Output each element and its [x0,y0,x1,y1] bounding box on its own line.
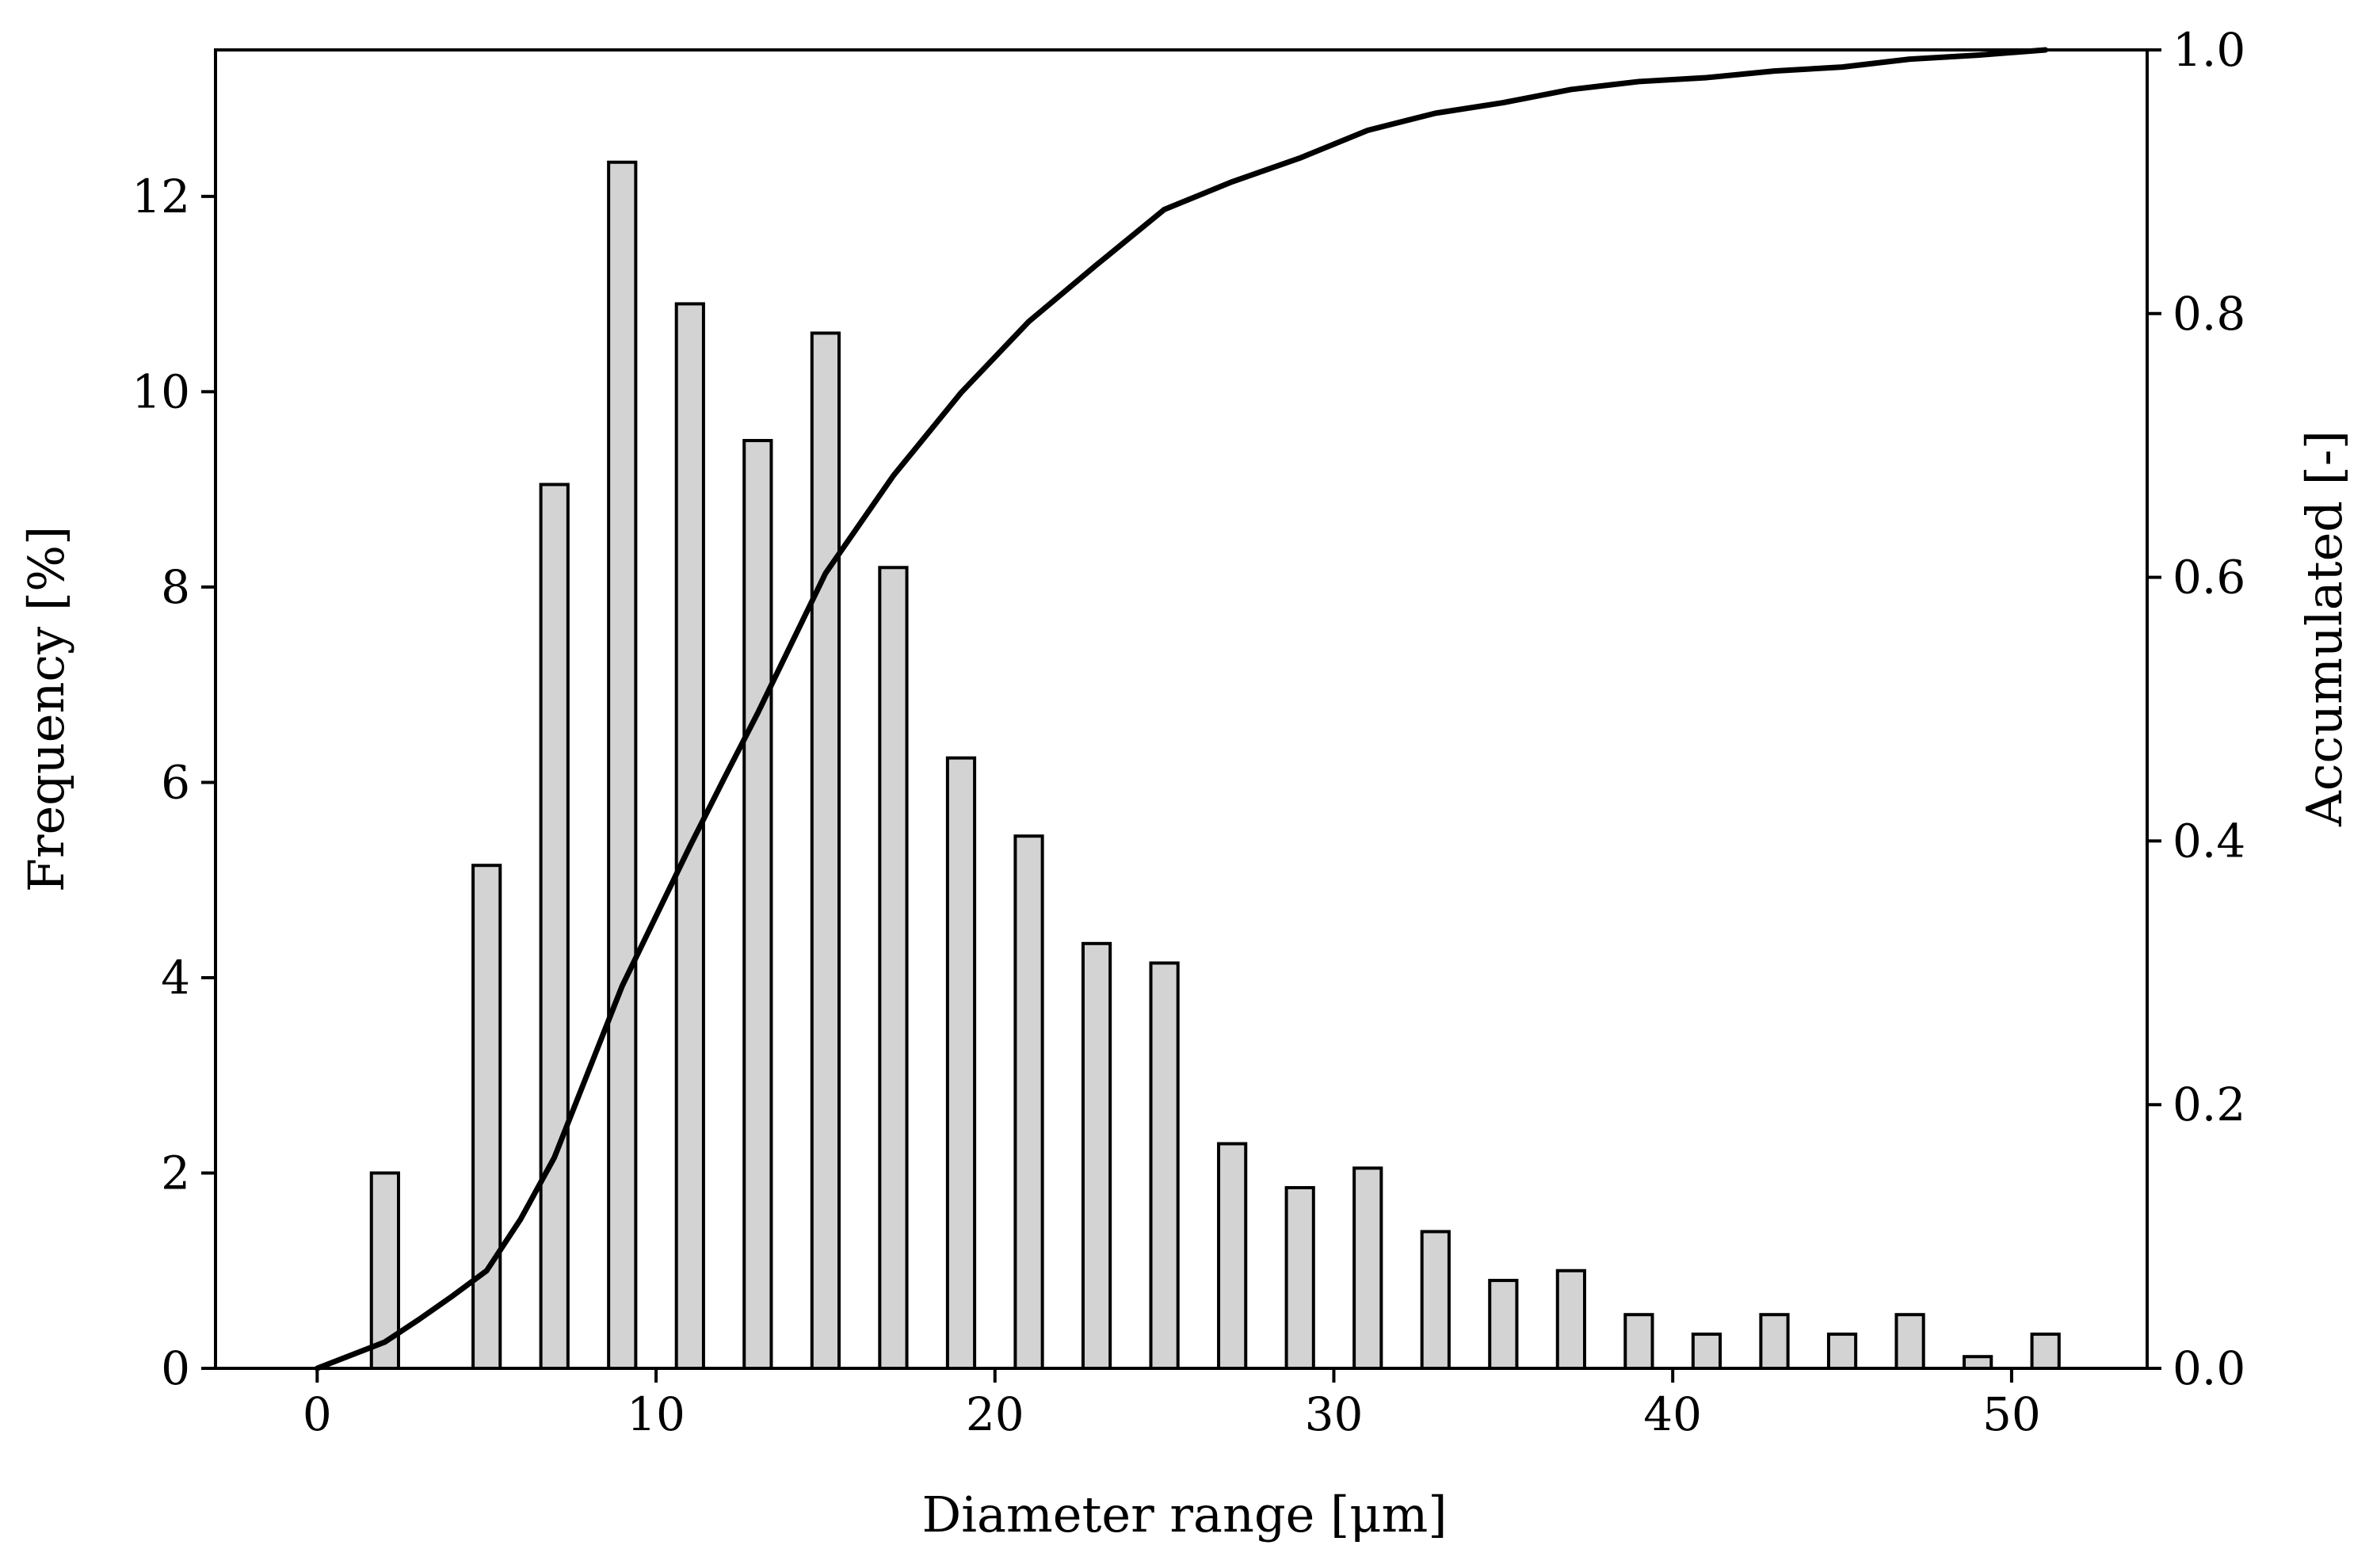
bar-35 [1488,1279,1519,1370]
bar-21 [1013,834,1044,1370]
bar-9 [607,160,638,1370]
line-series [314,47,2049,1372]
y-tick-label-6: 6 [161,755,190,809]
bar-29 [1284,1185,1315,1370]
y-tick-label-10: 10 [132,364,190,418]
y2-tick-label-0.4: 0.4 [2173,814,2245,868]
x-tick-label-20: 20 [966,1387,1024,1441]
y2-tick-label-0.2: 0.2 [2173,1078,2245,1131]
bar-49 [1963,1355,1993,1370]
bar-23 [1081,941,1112,1371]
x-tick-label-40: 40 [1643,1387,1702,1441]
bar-51 [2030,1332,2061,1370]
y-tick-label-0: 0 [161,1341,190,1395]
x-tick-label-30: 30 [1305,1387,1364,1441]
x-tick-label-50: 50 [1982,1387,2041,1441]
y2-axis-title: Accumulated [-] [2295,430,2353,827]
bar-39 [1623,1313,1654,1370]
bar-37 [1555,1269,1586,1370]
axes: 0 10 20 30 40 50 0 2 4 6 8 10 12 0.0 0.2 0.4 0.6 0.8 1.0 [132,23,2245,1441]
y-tick-label-12: 12 [132,170,190,223]
y2-tick-label-0.6: 0.6 [2173,551,2245,605]
y-tick-label-2: 2 [161,1146,190,1200]
y-tick-label-4: 4 [161,951,190,1005]
plot-frame [214,48,2149,1370]
y-tick-label-8: 8 [161,560,190,614]
bar-11 [674,302,705,1370]
bar-25 [1149,961,1180,1371]
bar-31 [1352,1166,1383,1370]
bar-43 [1759,1313,1790,1370]
bar-41 [1691,1332,1722,1370]
bar-17 [878,566,909,1370]
bar-47 [1894,1313,1925,1370]
x-tick-label-0: 0 [303,1387,332,1441]
bar-27 [1217,1142,1248,1370]
y2-tick-label-0.0: 0.0 [2173,1341,2245,1395]
y2-tick-label-1.0: 1.0 [2173,23,2245,77]
bar-5 [471,864,502,1370]
x-tick-label-10: 10 [627,1387,685,1441]
bar-45 [1826,1332,1858,1370]
accumulated-line [314,47,2049,1372]
y-axis-title: Frequency [%] [17,526,75,892]
bar-series [369,160,2061,1371]
y2-tick-label-0.8: 0.8 [2173,287,2245,341]
x-axis-title: Diameter range [μm] [921,1486,1447,1543]
bar-15 [810,331,841,1370]
bar-13 [742,439,773,1371]
bar-19 [945,756,977,1370]
bar-33 [1420,1230,1451,1370]
bar-7 [539,483,570,1371]
